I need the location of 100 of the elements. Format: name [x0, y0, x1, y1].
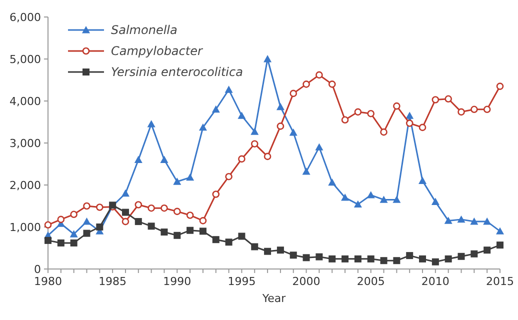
point — [328, 255, 336, 262]
point — [134, 218, 142, 226]
point — [264, 55, 272, 62]
point — [186, 173, 194, 181]
point — [367, 110, 375, 118]
legend-label: Yersinia enterocolitica — [111, 65, 243, 80]
point — [393, 257, 400, 264]
point — [225, 172, 232, 180]
point — [276, 122, 284, 130]
point — [316, 253, 323, 260]
point — [470, 106, 478, 114]
point — [444, 216, 452, 224]
point — [212, 190, 220, 198]
point — [57, 216, 65, 224]
point — [290, 90, 298, 98]
point — [496, 227, 504, 234]
y-tick-label: 2,000 — [10, 178, 41, 192]
point — [302, 254, 310, 262]
x-tick-label: 2010 — [421, 275, 450, 288]
point — [198, 123, 207, 131]
point — [186, 226, 194, 234]
point — [302, 168, 310, 175]
point — [160, 204, 168, 212]
x-tick-label: 1980 — [34, 275, 62, 288]
point — [122, 208, 129, 216]
point — [96, 224, 104, 230]
point — [238, 232, 246, 240]
point — [70, 230, 78, 238]
point — [354, 255, 362, 262]
y-tick-label: 5,000 — [10, 52, 41, 66]
point — [134, 156, 142, 163]
point — [122, 218, 130, 226]
point — [289, 128, 298, 136]
point — [419, 255, 426, 262]
x-tick-label: 1985 — [98, 275, 127, 288]
x-tick-label: 2015 — [486, 275, 514, 288]
point — [70, 239, 78, 246]
point — [199, 228, 206, 235]
point — [444, 95, 452, 103]
point — [83, 202, 90, 210]
point — [470, 218, 478, 225]
point — [44, 236, 52, 244]
point — [380, 257, 388, 264]
y-tick-label: 1,000 — [10, 220, 41, 234]
point — [160, 228, 168, 236]
point — [212, 236, 220, 244]
point — [458, 108, 465, 116]
point — [134, 201, 142, 208]
point — [238, 112, 246, 119]
legend-label: Salmonella — [111, 23, 178, 38]
point — [199, 217, 207, 224]
point — [444, 255, 452, 262]
point — [367, 255, 374, 262]
point — [484, 246, 491, 254]
point — [432, 96, 440, 104]
point — [276, 102, 284, 110]
y-tick-label: 0 — [34, 262, 41, 276]
x-tick-label: 1990 — [163, 275, 192, 288]
point — [70, 210, 78, 218]
x-tick-label: 1995 — [228, 275, 256, 288]
point — [82, 218, 91, 225]
point — [406, 252, 414, 260]
point — [264, 152, 272, 160]
point — [148, 204, 155, 212]
point — [496, 82, 504, 90]
point — [483, 106, 491, 114]
point — [160, 156, 168, 163]
point — [392, 196, 401, 203]
point — [328, 80, 336, 88]
y-tick-label: 3,000 — [10, 136, 41, 150]
point — [366, 191, 375, 198]
point — [290, 252, 297, 259]
point — [316, 71, 323, 79]
point — [315, 143, 324, 150]
x-axis-title: Year — [261, 292, 286, 305]
point — [251, 243, 258, 250]
point — [418, 176, 427, 184]
point — [354, 200, 362, 208]
point — [341, 194, 350, 201]
point — [406, 120, 414, 127]
point — [406, 112, 414, 119]
point — [174, 232, 181, 239]
point — [224, 86, 233, 93]
point — [83, 230, 90, 237]
y-tick-label: 6,000 — [10, 10, 41, 24]
point — [380, 128, 388, 136]
point — [121, 189, 130, 197]
point — [328, 178, 336, 186]
point — [302, 80, 310, 88]
point — [148, 222, 155, 230]
x-tick-label: 2000 — [292, 275, 320, 288]
point — [354, 108, 362, 116]
point — [173, 178, 182, 185]
point — [496, 242, 504, 249]
point — [432, 258, 439, 266]
point — [212, 105, 220, 113]
point — [225, 238, 232, 246]
point — [44, 221, 52, 229]
y-tick-label: 4,000 — [10, 94, 41, 108]
point — [276, 246, 284, 254]
